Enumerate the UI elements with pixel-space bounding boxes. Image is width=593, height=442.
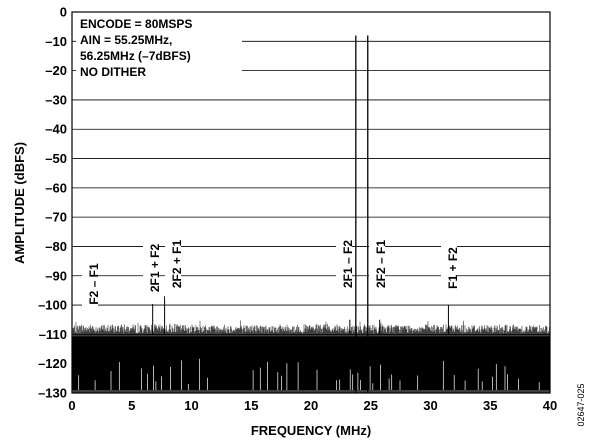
spur-label: 2F2 + F1 xyxy=(170,239,184,288)
y-tick-label: –130 xyxy=(38,386,67,401)
x-tick-label: 5 xyxy=(128,398,135,413)
y-tick-label: –90 xyxy=(45,268,67,283)
condition-line: AIN = 55.25MHz, xyxy=(80,33,172,47)
y-tick-label: –80 xyxy=(45,239,67,254)
y-tick-label: –10 xyxy=(45,34,67,49)
x-tick-label: 10 xyxy=(184,398,198,413)
y-tick-label: –20 xyxy=(45,63,67,78)
x-axis-ticks: 0 5 10 15 20 25 30 35 40 xyxy=(68,398,557,413)
y-tick-label: –100 xyxy=(38,298,67,313)
x-tick-label: 40 xyxy=(543,398,557,413)
spur-label: F2 – F1 xyxy=(87,263,101,305)
spur-label-bg xyxy=(441,232,457,304)
conditions-box xyxy=(76,14,242,88)
noise-texture xyxy=(78,358,540,390)
y-tick-label: –120 xyxy=(38,356,67,371)
noise-fill xyxy=(72,336,550,390)
y-tick-label: –40 xyxy=(45,122,67,137)
plot-frame xyxy=(71,11,551,394)
spur-label-bg xyxy=(143,232,159,304)
spur-label-bg xyxy=(82,248,98,320)
y-tick-label: 0 xyxy=(60,5,67,20)
condition-line: NO DITHER xyxy=(80,65,146,79)
x-tick-label: 25 xyxy=(364,398,378,413)
spur-label: 2F2 – F1 xyxy=(374,240,388,288)
spur-label: 2F1 + F2 xyxy=(148,243,162,292)
noise-floor xyxy=(72,320,550,393)
signal-marks: F2 – F1 2F1 + F2 2F2 + F1 2F1 – F2 2F2 – F1 F… xyxy=(82,35,460,393)
x-tick-label: 30 xyxy=(423,398,437,413)
y-tick-label: –110 xyxy=(39,327,67,342)
x-tick-label: 35 xyxy=(483,398,497,413)
y-axis-ticks: 0 –10 –20 –30 –40 –50 –60 –70 –80 –90 –100 –110 –120… xyxy=(38,5,67,401)
y-tick-label: –60 xyxy=(45,180,67,195)
spur-label: F1 + F2 xyxy=(446,247,460,289)
condition-line: ENCODE = 80MSPS xyxy=(80,17,192,31)
spur-label: 2F1 – F2 xyxy=(341,240,355,288)
spur-label-bg xyxy=(369,228,385,300)
x-axis-title: FREQUENCY (MHz) xyxy=(251,423,371,438)
y-tick-label: –70 xyxy=(45,210,67,225)
figure-code: 02647-025 xyxy=(576,383,586,426)
condition-line: 56.25MHz (–7dBFS) xyxy=(80,49,191,63)
y-tick-label: –30 xyxy=(45,92,67,107)
x-tick-label: 0 xyxy=(68,398,75,413)
spur-label-bg xyxy=(165,228,181,300)
x-tick-label: 20 xyxy=(304,398,318,413)
y-axis-title: AMPLITUDE (dBFS) xyxy=(12,142,27,264)
spur-label-bg xyxy=(336,228,352,300)
y-tick-label: –50 xyxy=(45,151,67,166)
x-tick-label: 15 xyxy=(244,398,258,413)
